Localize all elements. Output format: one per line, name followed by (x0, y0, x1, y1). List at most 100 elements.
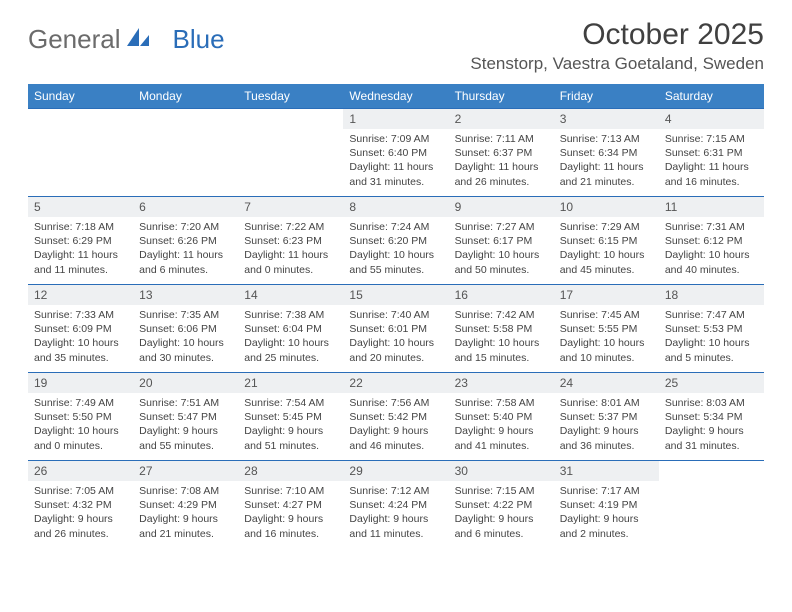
day-number: 1 (343, 109, 448, 129)
calendar-cell: 18Sunrise: 7:47 AMSunset: 5:53 PMDayligh… (659, 285, 764, 373)
calendar-cell: 1Sunrise: 7:09 AMSunset: 6:40 PMDaylight… (343, 109, 448, 197)
calendar-cell (659, 461, 764, 549)
day-number: 31 (554, 461, 659, 481)
calendar-table: SundayMondayTuesdayWednesdayThursdayFrid… (28, 84, 764, 549)
day-number: 22 (343, 373, 448, 393)
day-details: Sunrise: 7:24 AMSunset: 6:20 PMDaylight:… (343, 217, 448, 281)
day-details: Sunrise: 7:20 AMSunset: 6:26 PMDaylight:… (133, 217, 238, 281)
day-details: Sunrise: 7:27 AMSunset: 6:17 PMDaylight:… (449, 217, 554, 281)
day-details: Sunrise: 7:40 AMSunset: 6:01 PMDaylight:… (343, 305, 448, 369)
calendar-cell: 21Sunrise: 7:54 AMSunset: 5:45 PMDayligh… (238, 373, 343, 461)
calendar-cell: 25Sunrise: 8:03 AMSunset: 5:34 PMDayligh… (659, 373, 764, 461)
day-number: 19 (28, 373, 133, 393)
header: General Blue October 2025 Stenstorp, Vae… (28, 18, 764, 74)
day-details: Sunrise: 8:01 AMSunset: 5:37 PMDaylight:… (554, 393, 659, 457)
calendar-cell: 4Sunrise: 7:15 AMSunset: 6:31 PMDaylight… (659, 109, 764, 197)
month-title: October 2025 (470, 18, 764, 52)
calendar-cell: 30Sunrise: 7:15 AMSunset: 4:22 PMDayligh… (449, 461, 554, 549)
day-details: Sunrise: 7:31 AMSunset: 6:12 PMDaylight:… (659, 217, 764, 281)
day-details: Sunrise: 7:29 AMSunset: 6:15 PMDaylight:… (554, 217, 659, 281)
calendar-cell: 10Sunrise: 7:29 AMSunset: 6:15 PMDayligh… (554, 197, 659, 285)
calendar-cell: 11Sunrise: 7:31 AMSunset: 6:12 PMDayligh… (659, 197, 764, 285)
calendar-cell: 7Sunrise: 7:22 AMSunset: 6:23 PMDaylight… (238, 197, 343, 285)
title-block: October 2025 Stenstorp, Vaestra Goetalan… (470, 18, 764, 74)
day-number: 20 (133, 373, 238, 393)
logo-text-2: Blue (173, 24, 225, 55)
logo-sail-icon (125, 24, 151, 55)
day-number: 28 (238, 461, 343, 481)
day-number: 13 (133, 285, 238, 305)
calendar-week-row: 1Sunrise: 7:09 AMSunset: 6:40 PMDaylight… (28, 109, 764, 197)
day-details: Sunrise: 7:33 AMSunset: 6:09 PMDaylight:… (28, 305, 133, 369)
calendar-cell: 26Sunrise: 7:05 AMSunset: 4:32 PMDayligh… (28, 461, 133, 549)
day-number: 3 (554, 109, 659, 129)
day-number: 9 (449, 197, 554, 217)
calendar-cell: 17Sunrise: 7:45 AMSunset: 5:55 PMDayligh… (554, 285, 659, 373)
day-number: 24 (554, 373, 659, 393)
location-text: Stenstorp, Vaestra Goetaland, Sweden (470, 54, 764, 74)
day-details: Sunrise: 7:22 AMSunset: 6:23 PMDaylight:… (238, 217, 343, 281)
calendar-cell (133, 109, 238, 197)
day-details: Sunrise: 7:05 AMSunset: 4:32 PMDaylight:… (28, 481, 133, 545)
day-details: Sunrise: 7:51 AMSunset: 5:47 PMDaylight:… (133, 393, 238, 457)
day-details: Sunrise: 7:47 AMSunset: 5:53 PMDaylight:… (659, 305, 764, 369)
calendar-cell: 19Sunrise: 7:49 AMSunset: 5:50 PMDayligh… (28, 373, 133, 461)
calendar-cell: 24Sunrise: 8:01 AMSunset: 5:37 PMDayligh… (554, 373, 659, 461)
calendar-cell: 15Sunrise: 7:40 AMSunset: 6:01 PMDayligh… (343, 285, 448, 373)
calendar-cell: 28Sunrise: 7:10 AMSunset: 4:27 PMDayligh… (238, 461, 343, 549)
day-details: Sunrise: 7:08 AMSunset: 4:29 PMDaylight:… (133, 481, 238, 545)
calendar-cell: 3Sunrise: 7:13 AMSunset: 6:34 PMDaylight… (554, 109, 659, 197)
day-details: Sunrise: 7:56 AMSunset: 5:42 PMDaylight:… (343, 393, 448, 457)
weekday-header: Monday (133, 84, 238, 109)
day-number: 26 (28, 461, 133, 481)
logo: General Blue (28, 18, 225, 55)
day-number: 5 (28, 197, 133, 217)
day-details: Sunrise: 7:15 AMSunset: 6:31 PMDaylight:… (659, 129, 764, 193)
day-number: 30 (449, 461, 554, 481)
calendar-body: 1Sunrise: 7:09 AMSunset: 6:40 PMDaylight… (28, 109, 764, 549)
day-details: Sunrise: 7:35 AMSunset: 6:06 PMDaylight:… (133, 305, 238, 369)
day-number: 2 (449, 109, 554, 129)
weekday-header: Thursday (449, 84, 554, 109)
day-details: Sunrise: 7:10 AMSunset: 4:27 PMDaylight:… (238, 481, 343, 545)
day-details: Sunrise: 7:58 AMSunset: 5:40 PMDaylight:… (449, 393, 554, 457)
day-details: Sunrise: 7:54 AMSunset: 5:45 PMDaylight:… (238, 393, 343, 457)
day-number: 4 (659, 109, 764, 129)
weekday-header: Saturday (659, 84, 764, 109)
calendar-week-row: 19Sunrise: 7:49 AMSunset: 5:50 PMDayligh… (28, 373, 764, 461)
day-details: Sunrise: 7:49 AMSunset: 5:50 PMDaylight:… (28, 393, 133, 457)
calendar-week-row: 26Sunrise: 7:05 AMSunset: 4:32 PMDayligh… (28, 461, 764, 549)
day-number: 12 (28, 285, 133, 305)
day-number: 17 (554, 285, 659, 305)
day-number: 10 (554, 197, 659, 217)
calendar-cell: 6Sunrise: 7:20 AMSunset: 6:26 PMDaylight… (133, 197, 238, 285)
day-number: 23 (449, 373, 554, 393)
calendar-week-row: 5Sunrise: 7:18 AMSunset: 6:29 PMDaylight… (28, 197, 764, 285)
day-details: Sunrise: 7:38 AMSunset: 6:04 PMDaylight:… (238, 305, 343, 369)
day-details: Sunrise: 7:42 AMSunset: 5:58 PMDaylight:… (449, 305, 554, 369)
weekday-header: Wednesday (343, 84, 448, 109)
day-details: Sunrise: 7:17 AMSunset: 4:19 PMDaylight:… (554, 481, 659, 545)
day-details: Sunrise: 7:13 AMSunset: 6:34 PMDaylight:… (554, 129, 659, 193)
weekday-header: Friday (554, 84, 659, 109)
calendar-header: SundayMondayTuesdayWednesdayThursdayFrid… (28, 84, 764, 109)
calendar-cell: 20Sunrise: 7:51 AMSunset: 5:47 PMDayligh… (133, 373, 238, 461)
weekday-header: Tuesday (238, 84, 343, 109)
calendar-cell (238, 109, 343, 197)
day-details: Sunrise: 7:11 AMSunset: 6:37 PMDaylight:… (449, 129, 554, 193)
calendar-cell: 2Sunrise: 7:11 AMSunset: 6:37 PMDaylight… (449, 109, 554, 197)
day-number: 21 (238, 373, 343, 393)
calendar-cell: 27Sunrise: 7:08 AMSunset: 4:29 PMDayligh… (133, 461, 238, 549)
day-details: Sunrise: 7:45 AMSunset: 5:55 PMDaylight:… (554, 305, 659, 369)
day-number: 16 (449, 285, 554, 305)
calendar-cell: 12Sunrise: 7:33 AMSunset: 6:09 PMDayligh… (28, 285, 133, 373)
logo-text-1: General (28, 24, 121, 55)
calendar-cell: 9Sunrise: 7:27 AMSunset: 6:17 PMDaylight… (449, 197, 554, 285)
calendar-cell: 31Sunrise: 7:17 AMSunset: 4:19 PMDayligh… (554, 461, 659, 549)
calendar-cell: 8Sunrise: 7:24 AMSunset: 6:20 PMDaylight… (343, 197, 448, 285)
day-details: Sunrise: 8:03 AMSunset: 5:34 PMDaylight:… (659, 393, 764, 457)
calendar-cell: 13Sunrise: 7:35 AMSunset: 6:06 PMDayligh… (133, 285, 238, 373)
day-number: 15 (343, 285, 448, 305)
day-number: 27 (133, 461, 238, 481)
day-number: 8 (343, 197, 448, 217)
